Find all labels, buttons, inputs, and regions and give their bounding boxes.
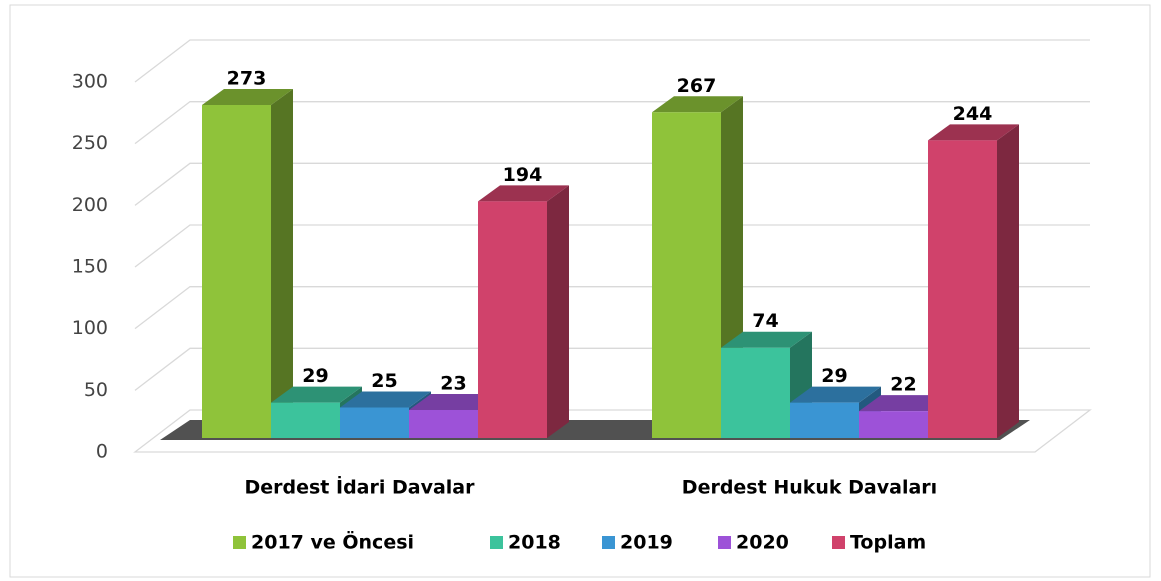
y-tick-label: 300 <box>72 71 108 93</box>
grid-line <box>134 224 1090 268</box>
x-tick-label: Derdest Hukuk Davaları <box>682 477 937 499</box>
bar-front <box>271 402 340 438</box>
legend-swatch <box>602 536 615 549</box>
data-label: 74 <box>752 310 778 332</box>
bar-front <box>790 402 859 438</box>
grid-line <box>133 409 1092 453</box>
bar-side <box>547 185 569 438</box>
bar <box>478 185 569 438</box>
bar-top <box>271 386 362 403</box>
data-label: 23 <box>440 372 466 394</box>
grid-line <box>134 101 1090 145</box>
legend-swatch <box>233 536 246 549</box>
legend-label: 2018 <box>508 532 561 554</box>
y-tick-label: 50 <box>84 379 108 401</box>
grid-line <box>134 286 1090 330</box>
bar-top <box>790 386 881 403</box>
bar-top <box>859 395 950 412</box>
legend-label: 2020 <box>736 532 789 554</box>
y-tick-label: 100 <box>72 317 108 339</box>
bar-front <box>340 407 409 438</box>
bar-front <box>721 347 790 438</box>
x-tick-label: Derdest İdari Davalar <box>244 475 475 499</box>
y-tick-label: 0 <box>96 441 108 463</box>
data-label: 25 <box>371 370 397 392</box>
bar-front <box>859 411 928 438</box>
y-tick-label: 150 <box>72 256 108 278</box>
bar-top <box>928 124 1019 141</box>
bar-top <box>721 331 812 348</box>
bar-top <box>340 391 431 408</box>
data-label: 267 <box>677 75 717 97</box>
grid-line <box>134 39 1090 83</box>
grid-line <box>134 162 1090 206</box>
legend-swatch <box>832 536 845 549</box>
bar <box>928 124 1019 438</box>
data-label: 244 <box>953 103 993 125</box>
bar-front <box>409 409 478 438</box>
legend-label: 2019 <box>620 532 673 554</box>
data-label: 29 <box>821 365 847 387</box>
legend-label: Toplam <box>850 532 926 554</box>
data-label: 29 <box>302 365 328 387</box>
legend-swatch <box>718 536 731 549</box>
legend-swatch <box>490 536 503 549</box>
y-tick-label: 200 <box>72 194 108 216</box>
data-label: 194 <box>503 164 543 186</box>
bar-top <box>202 88 293 105</box>
data-label: 273 <box>227 67 267 89</box>
bar-front <box>652 112 721 438</box>
bar-top <box>409 393 500 410</box>
legend-label: 2017 ve Öncesi <box>251 530 414 554</box>
y-tick-label: 250 <box>72 132 108 154</box>
bar-front <box>928 140 997 438</box>
data-label: 22 <box>890 374 916 396</box>
bar-side <box>997 124 1019 438</box>
bar-front <box>478 201 547 438</box>
bar <box>202 88 293 438</box>
bar-side <box>271 88 293 438</box>
bar-front <box>202 104 271 438</box>
bar-top <box>478 185 569 202</box>
bar-top <box>652 96 743 113</box>
